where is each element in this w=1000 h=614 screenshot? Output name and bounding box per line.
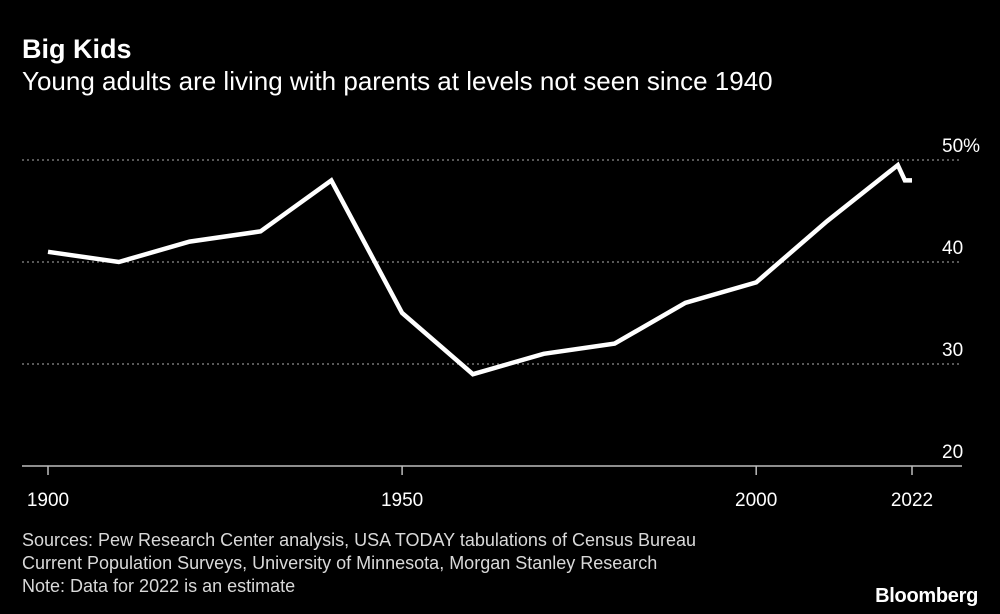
chart-subtitle: Young adults are living with parents at … <box>22 66 773 96</box>
y-tick-label: 20 <box>942 442 963 463</box>
y-tick-label: 40 <box>942 238 963 259</box>
footnotes: Sources: Pew Research Center analysis, U… <box>22 529 696 598</box>
x-tick-label: 1900 <box>27 490 69 511</box>
y-tick-labels: 20 30 40 50% <box>942 136 980 463</box>
source-line-2: Current Population Surveys, University o… <box>22 553 658 573</box>
x-tick-label: 2022 <box>891 490 933 511</box>
y-tick-label: 30 <box>942 340 963 361</box>
x-tick-label: 2000 <box>735 490 777 511</box>
x-tick-label: 1950 <box>381 490 423 511</box>
data-note: Note: Data for 2022 is an estimate <box>22 576 296 596</box>
x-tick-labels: 1900 1950 2000 2022 <box>27 490 933 511</box>
grid-lines <box>22 159 962 365</box>
x-axis <box>22 465 962 475</box>
series-layer <box>47 161 913 377</box>
series-line <box>47 161 912 377</box>
chart-title: Big Kids <box>22 34 132 64</box>
y-tick-label: 50% <box>942 136 980 157</box>
source-line-1: Sources: Pew Research Center analysis, U… <box>22 530 697 550</box>
bloomberg-logo: Bloomberg <box>875 585 978 607</box>
